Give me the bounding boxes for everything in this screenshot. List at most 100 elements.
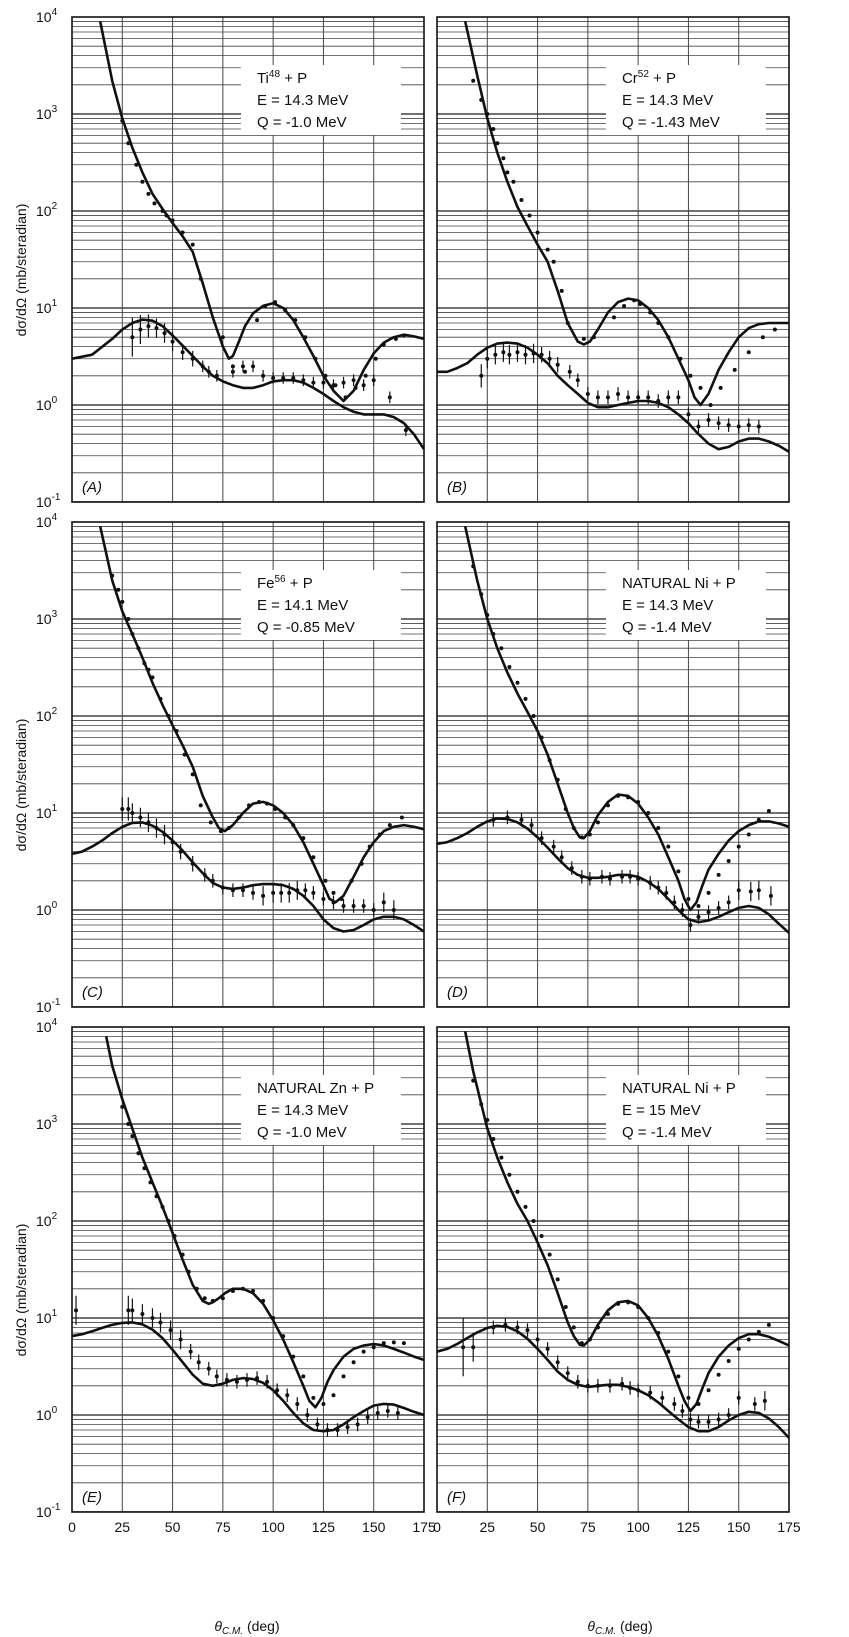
panel-label: (A) [82,479,102,496]
curve-2 [72,821,424,933]
data-point [519,197,524,202]
data-point [291,823,296,828]
data-point-with-error [605,395,610,400]
data-point [331,1393,336,1398]
data-point [263,303,268,308]
annotation-nucleus: NATURAL Ni [622,575,709,592]
annotation-reaction-rest: + P [347,1080,374,1097]
data-point-with-error [391,908,396,912]
data-point [501,156,506,161]
panel-label: (F) [447,1489,466,1506]
data-point-with-error [736,424,741,429]
data-point-with-error [756,888,761,893]
data-point [170,218,175,223]
data-point-with-error [523,352,528,357]
x-tick-label: 50 [530,1519,546,1535]
data-point [555,777,560,782]
data-point-with-error [311,380,316,385]
data-point-with-error [224,1377,229,1382]
data-point-with-error [666,395,671,400]
data-point [678,356,683,361]
x-axis-label-left: θC.M. (deg) [214,1618,279,1637]
data-point-with-error [696,424,701,429]
x-tick-label: 25 [114,1519,130,1535]
data-point-with-error [206,369,211,374]
data-point-with-error [485,356,490,361]
data-point [638,301,643,306]
data-point [180,230,185,235]
data-point [210,1298,215,1303]
data-point [353,385,358,390]
data-point-with-error [150,1316,155,1320]
data-point [126,1122,131,1126]
data-point-with-error [491,1325,496,1330]
data-point-with-error [585,1383,590,1388]
data-point [142,1166,147,1171]
data-point [648,310,653,315]
data-point [696,1401,701,1406]
annotation-background [240,1075,401,1145]
data-point-with-error [265,1379,270,1384]
data-layer [72,526,424,933]
data-point-with-error [341,380,346,385]
data-point-with-error [331,900,336,905]
data-layer [437,526,789,934]
data-point [339,896,344,901]
data-point-with-error [567,369,572,374]
data-point-with-error [676,395,681,400]
data-point-with-error [74,1308,79,1313]
data-point-with-error [180,350,185,355]
data-point [116,587,121,592]
data-point [160,209,165,213]
data-point [555,1277,560,1282]
data-point-with-error [555,362,560,367]
data-point [150,675,155,680]
y-tick-label: 101 [36,298,58,316]
annotation-background [605,65,766,135]
data-point [152,201,157,206]
annotation-nucleus: Fe [257,575,275,592]
data-point-with-error [275,1388,280,1393]
data-layer [72,21,424,450]
data-point-with-error [303,888,308,893]
data-point [172,1234,177,1239]
data-point-with-error [696,914,701,919]
data-point-with-error [555,1360,560,1365]
data-point [646,1316,651,1320]
data-point [230,1288,235,1293]
data-point-with-error [331,383,336,388]
data-point [265,801,270,806]
x-axis-label-right: θC.M. (deg) [587,1618,652,1637]
data-layer [437,21,789,453]
annotation-q-value: Q = -1.4 MeV [622,1124,712,1141]
y-tick-label: 103 [36,1114,58,1132]
data-point-with-error [636,395,641,400]
data-point-with-error [178,1337,183,1342]
data-point-with-error [656,885,661,890]
data-point-with-error [726,423,731,428]
data-point [198,803,203,808]
data-point-with-error [138,327,143,332]
data-point-with-error [395,1410,400,1415]
data-point [706,1388,711,1393]
data-point [612,315,617,320]
data-point-with-error [335,1428,340,1433]
data-point-with-error [351,378,356,383]
data-point-with-error [491,817,496,822]
y-tick-label: 103 [36,609,58,627]
data-point [511,179,516,184]
data-point-with-error [756,424,761,429]
data-point [291,1354,296,1359]
data-point-with-error [529,823,534,828]
data-point-with-error [461,1345,466,1350]
data-point [399,815,404,820]
y-tick-label: 100 [36,1405,58,1423]
data-point-with-error [365,1415,370,1420]
data-point-with-error [190,356,195,361]
data-layer [437,1031,789,1439]
data-point [616,793,621,798]
data-point [313,356,318,361]
data-point [311,855,316,860]
data-point-with-error [271,375,276,380]
data-point-with-error [531,351,536,356]
